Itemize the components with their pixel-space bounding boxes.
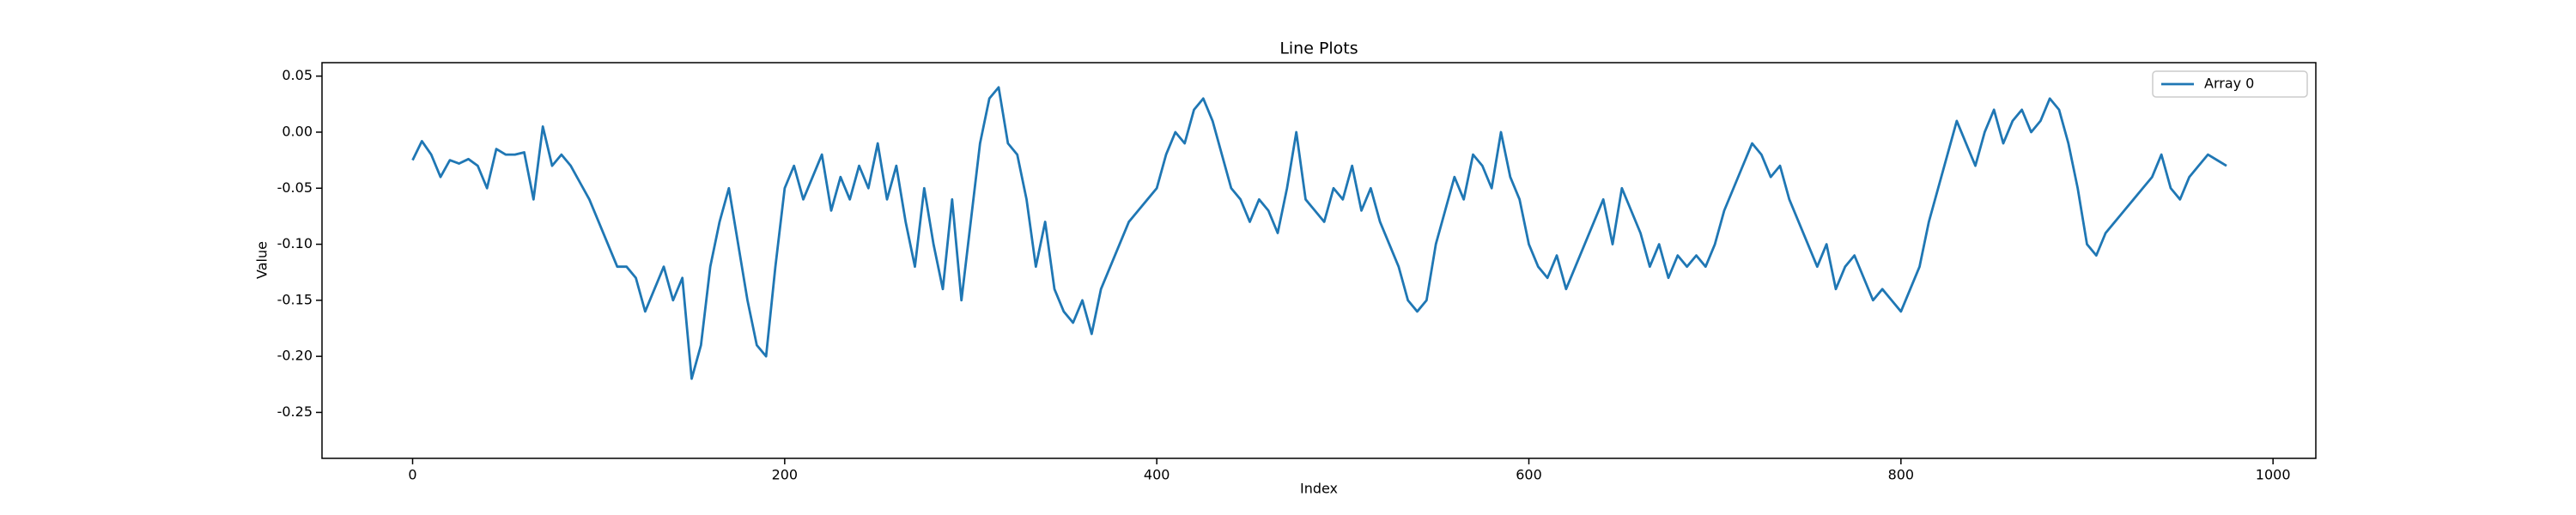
y-tick-label: -0.15 bbox=[277, 291, 313, 307]
x-tick-label: 200 bbox=[772, 467, 799, 483]
legend-label: Array 0 bbox=[2204, 76, 2254, 92]
y-tick-label: 0.00 bbox=[282, 123, 313, 139]
x-tick-label: 800 bbox=[1888, 467, 1915, 483]
y-tick-label: -0.10 bbox=[277, 235, 313, 251]
axes-frame bbox=[321, 62, 2317, 459]
x-tick-label: 0 bbox=[408, 467, 416, 483]
legend-box bbox=[2152, 70, 2308, 98]
x-tick-label: 1000 bbox=[2256, 467, 2291, 483]
line bbox=[411, 86, 2227, 380]
x-tick-label: 600 bbox=[1516, 467, 1542, 483]
x-tick-label: 400 bbox=[1144, 467, 1170, 483]
y-tick-label: -0.20 bbox=[277, 348, 313, 364]
chart-title: Line Plots bbox=[1279, 39, 1358, 58]
y-tick-label: 0.05 bbox=[282, 67, 313, 83]
x-axis-label: Index bbox=[1300, 481, 1338, 497]
y-tick-label: -0.25 bbox=[277, 403, 313, 420]
y-tick-label: -0.05 bbox=[277, 179, 313, 196]
y-axis-label: Value bbox=[254, 241, 270, 279]
